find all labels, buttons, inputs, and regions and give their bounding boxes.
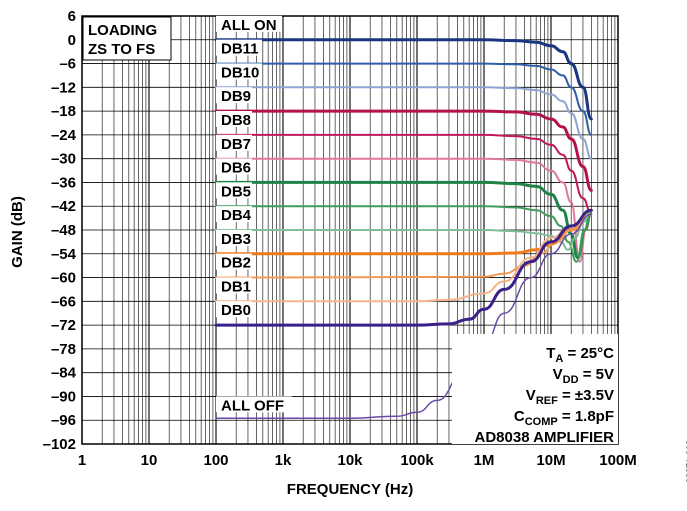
y-tick-label: –60 xyxy=(51,270,76,287)
y-tick-label: –78 xyxy=(51,341,76,358)
condition-line: TA = 25°C xyxy=(546,345,614,365)
y-tick-label: –12 xyxy=(51,79,76,96)
series-label: DB1 xyxy=(221,278,251,295)
x-tick-label: 1k xyxy=(275,452,292,469)
series-line xyxy=(215,209,593,251)
y-tick-label: –54 xyxy=(51,246,77,263)
x-tick-label: 10 xyxy=(141,452,158,469)
condition-line: AD8038 AMPLIFIER xyxy=(475,429,615,446)
series-label-background xyxy=(216,158,252,175)
y-tick-label: –18 xyxy=(51,103,76,120)
series-line xyxy=(214,208,593,327)
x-tick-label: 100 xyxy=(203,452,228,469)
series-line xyxy=(215,62,593,136)
y-tick-label: –72 xyxy=(51,317,76,334)
y-tick-label: –96 xyxy=(51,412,76,429)
series-label: ALL ON xyxy=(221,17,277,34)
series-label: DB8 xyxy=(221,112,251,129)
series-labels: ALL ON DB11 DB10 DB9 DB8 DB7 DB6 DB5 DB4 DB3 DB2 DB… xyxy=(216,15,292,414)
y-tick-label: –36 xyxy=(51,174,76,191)
series-line xyxy=(215,205,593,263)
condition-line: VDD = 5V xyxy=(553,366,614,386)
series-label-background xyxy=(216,63,262,80)
x-tick-label: 1 xyxy=(78,452,86,469)
series-label: DB5 xyxy=(221,183,251,200)
series-label-background xyxy=(216,206,252,223)
series-label: DB4 xyxy=(221,207,252,224)
series-label: DB9 xyxy=(221,88,251,105)
x-tick-label: 100M xyxy=(599,452,637,469)
y-tick-label: 0 xyxy=(68,32,76,49)
y-axis-title: GAIN (dB) xyxy=(9,196,26,268)
series-line xyxy=(215,157,593,263)
series-label-background xyxy=(216,111,252,127)
series-label: DB3 xyxy=(221,231,251,248)
loading-annotation: LOADING ZS TO FS xyxy=(82,16,172,61)
series-line xyxy=(214,109,593,192)
plot-frame xyxy=(81,15,619,445)
annotation-line-1: LOADING xyxy=(88,22,157,39)
series-line xyxy=(214,38,593,121)
series-label-background xyxy=(216,396,292,413)
x-tick-label: 10k xyxy=(337,452,363,469)
y-tick-label: –30 xyxy=(51,151,76,168)
y-tick-label: –84 xyxy=(51,365,77,382)
series-label-background xyxy=(216,301,252,318)
series-label-background xyxy=(216,15,282,32)
x-axis-title: FREQUENCY (Hz) xyxy=(287,481,413,498)
x-tick-label: 1M xyxy=(474,452,495,469)
x-tick-label: 100k xyxy=(400,452,434,469)
annotation-line-2: ZS TO FS xyxy=(88,41,155,58)
y-tick-label: –102 xyxy=(43,436,76,453)
x-tick-labels: 1 10 100 1k 10k 100k 1M 10M 100M xyxy=(78,452,637,469)
condition-line: CCOMP = 1.8pF xyxy=(514,408,614,428)
y-tick-label: –48 xyxy=(51,222,76,239)
series-label-background xyxy=(216,39,262,56)
series-label: DB7 xyxy=(221,136,251,153)
y-tick-label: –66 xyxy=(51,293,76,310)
y-tick-labels: 6 0 –6 –12 –18 –24 –30 –36 –42 –48 –54 –60 –66 –72 –78… xyxy=(43,8,77,453)
series-line xyxy=(215,86,593,160)
series-label-background xyxy=(216,229,252,246)
series-label-background xyxy=(216,134,252,151)
series-label: DB0 xyxy=(221,302,251,319)
series-label: DB11 xyxy=(221,41,259,58)
series-line xyxy=(215,133,593,216)
condition-line: VREF = ±3.5V xyxy=(526,387,614,407)
y-tick-label: –90 xyxy=(51,388,76,405)
y-tick-label: –24 xyxy=(51,127,77,144)
x-tick-label: 10M xyxy=(536,452,565,469)
y-tick-label: –6 xyxy=(59,56,76,73)
series-label: DB6 xyxy=(221,160,251,177)
y-tick-label: 6 xyxy=(68,8,76,25)
y-tick-label: –42 xyxy=(51,198,76,215)
series-label-background xyxy=(216,277,252,294)
series-label-background xyxy=(216,253,252,270)
series-label: DB10 xyxy=(221,64,259,81)
series-label-background xyxy=(216,182,252,199)
series-label-background xyxy=(216,87,252,104)
series-label: ALL OFF xyxy=(221,397,284,414)
series-label: DB2 xyxy=(221,255,251,272)
